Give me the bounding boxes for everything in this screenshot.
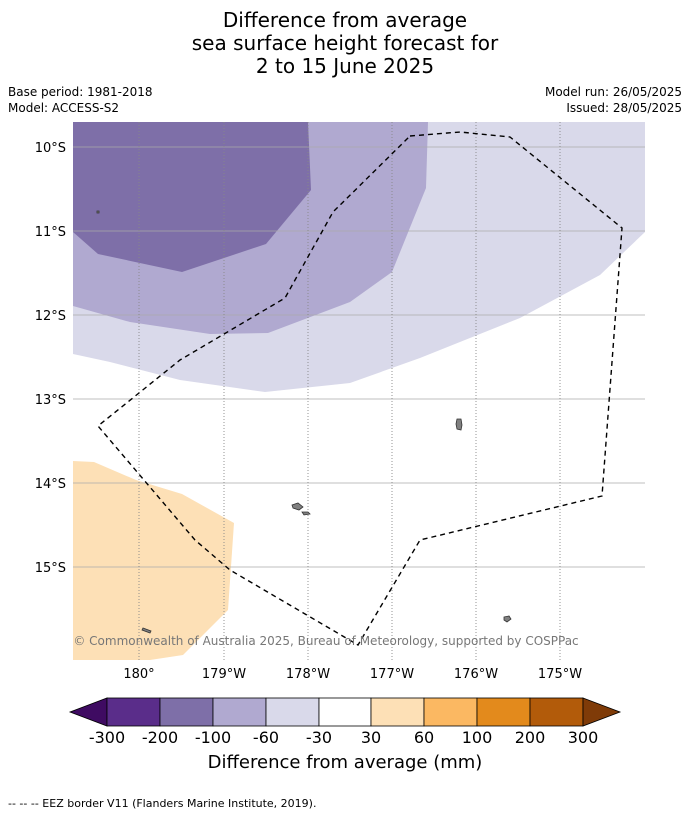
colorbar-label: 60 (413, 728, 435, 747)
lat-label: 14°S (35, 477, 66, 492)
colorbar-label: 100 (461, 728, 493, 747)
colorbar-label: -100 (194, 728, 232, 747)
colorbar-label: -300 (88, 728, 126, 747)
title-line-1: Difference from average (222, 8, 468, 32)
islands (96, 210, 512, 634)
lon-label: 175°W (538, 667, 582, 682)
lat-label: 11°S (35, 225, 66, 240)
lon-label: 178°W (286, 667, 330, 682)
issued-date: Issued: 28/05/2025 (566, 101, 682, 115)
island-south-west (141, 627, 152, 634)
lat-label: 15°S (35, 561, 66, 576)
colorbar-swatch (529, 697, 584, 727)
anomaly-region-plus-30 (73, 461, 234, 660)
colorbar-swatch (159, 697, 214, 727)
island-central-1 (291, 502, 304, 511)
lon-label: 177°W (370, 667, 414, 682)
colorbar-label: -30 (305, 728, 333, 747)
colorbar-label: 30 (360, 728, 382, 747)
lat-label: 13°S (35, 393, 66, 408)
colorbar-extend-low (68, 697, 108, 727)
lon-axis-labels: 180° 179°W 178°W 177°W 176°W 175°W (123, 667, 582, 682)
lat-gridlines (73, 146, 645, 568)
lat-label: 10°S (35, 141, 66, 156)
lon-label: 179°W (202, 667, 246, 682)
lat-axis-labels: 10°S 11°S 12°S 13°S 14°S 15°S (35, 141, 66, 576)
eez-footnote: -- -- -- EEZ border V11 (Flanders Marine… (8, 797, 317, 810)
colorbar-swatch (318, 697, 372, 727)
colorbar-label: 200 (514, 728, 546, 747)
map-plot-area: © Commonwealth of Australia 2025, Bureau… (73, 122, 645, 660)
lon-label: 180° (123, 667, 154, 682)
colorbar-extend-high (582, 697, 622, 727)
lat-label: 12°S (35, 309, 66, 324)
colorbar-swatch (212, 697, 267, 727)
colorbar-swatch (106, 697, 161, 727)
colorbar-swatch (423, 697, 478, 727)
island-central-2 (301, 511, 311, 516)
colorbar (68, 697, 622, 727)
model-name: Model: ACCESS-S2 (8, 101, 120, 115)
colorbar-label: 300 (567, 728, 599, 747)
anomaly-region-minus-100 (73, 122, 311, 272)
island-north-west (96, 210, 100, 214)
island-east (455, 418, 463, 431)
colorbar-label: -200 (141, 728, 179, 747)
colorbar-title: Difference from average (mm) (207, 752, 483, 773)
colorbar-swatch (370, 697, 425, 727)
title-line-3: 2 to 15 June 2025 (255, 54, 435, 78)
colorbar-label: -60 (252, 728, 280, 747)
island-south-east (503, 615, 512, 623)
model-run: Model run: 26/05/2025 (544, 85, 682, 99)
lon-label: 176°W (454, 667, 498, 682)
title-line-2: sea surface height forecast for (191, 31, 499, 55)
colorbar-swatch (265, 697, 320, 727)
colorbar-swatch (476, 697, 531, 727)
base-period: Base period: 1981-2018 (8, 85, 153, 99)
copyright-notice: © Commonwealth of Australia 2025, Bureau… (73, 634, 578, 648)
